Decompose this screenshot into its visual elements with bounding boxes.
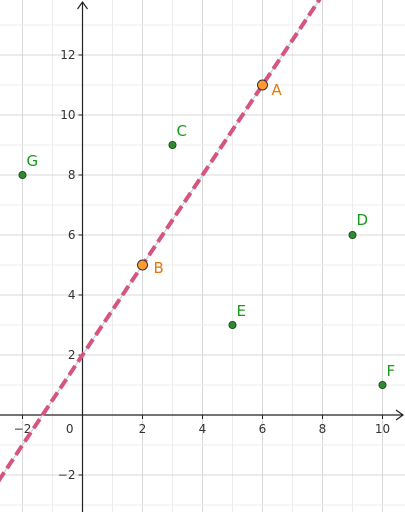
y-tick-label: 8	[68, 168, 76, 182]
origin-label: 0	[66, 422, 74, 436]
point-label: D	[357, 211, 369, 229]
y-tick-label: 6	[68, 228, 76, 242]
x-tick-label: 2	[139, 422, 147, 436]
point-label: E	[237, 302, 246, 320]
point-label: G	[27, 152, 39, 170]
y-tick-label: −2	[58, 468, 76, 482]
x-tick-label: 8	[319, 422, 327, 436]
x-tick-label: 10	[375, 422, 390, 436]
point-marker[interactable]	[229, 321, 236, 328]
y-tick-label: 4	[68, 288, 76, 302]
point-label: F	[387, 362, 396, 380]
point-label: A	[272, 81, 283, 99]
point-a[interactable]: A	[258, 80, 283, 99]
point-label: C	[177, 122, 187, 140]
point-marker[interactable]	[138, 260, 148, 270]
point-marker[interactable]	[379, 381, 386, 388]
point-marker[interactable]	[19, 171, 26, 178]
y-tick-label: 10	[60, 108, 75, 122]
y-tick-label: 12	[60, 48, 75, 62]
point-marker[interactable]	[258, 80, 268, 90]
x-tick-label: 4	[199, 422, 207, 436]
x-tick-label: 6	[259, 422, 267, 436]
point-marker[interactable]	[169, 141, 176, 148]
point-marker[interactable]	[349, 231, 356, 238]
point-d[interactable]: D	[349, 211, 368, 239]
y-tick-label: 2	[68, 348, 76, 362]
point-b[interactable]: B	[138, 259, 164, 277]
point-label: B	[154, 259, 164, 277]
